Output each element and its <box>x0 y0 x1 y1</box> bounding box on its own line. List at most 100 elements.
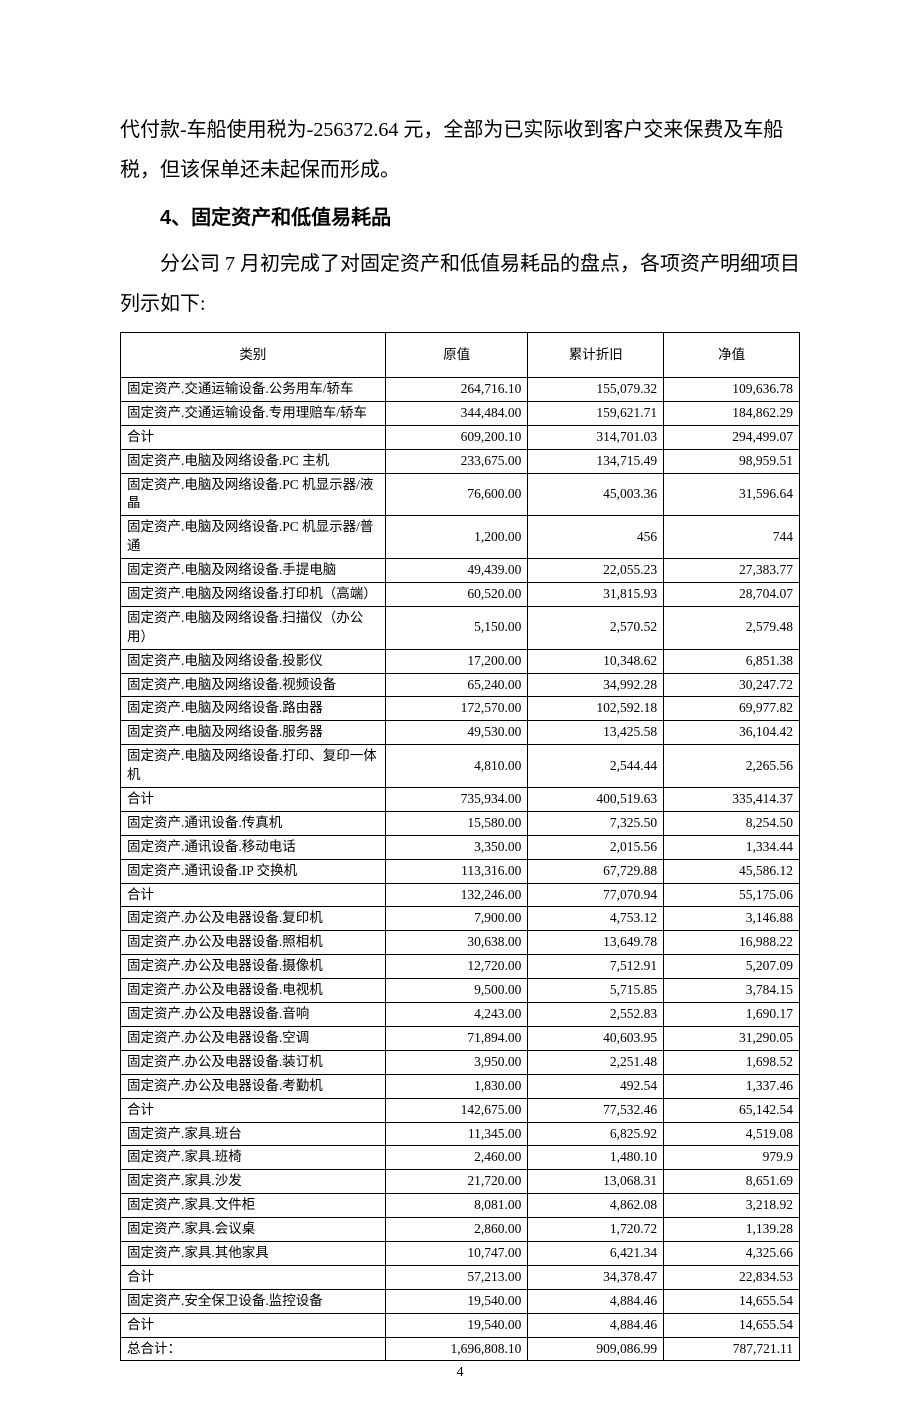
cell-value: 172,570.00 <box>385 697 528 721</box>
cell-value: 45,586.12 <box>664 859 800 883</box>
cell-value: 31,815.93 <box>528 583 664 607</box>
table-row: 固定资产.电脑及网络设备.PC 主机233,675.00134,715.4998… <box>121 449 800 473</box>
cell-category: 固定资产.电脑及网络设备.PC 机显示器/液晶 <box>121 473 386 516</box>
cell-value: 4,243.00 <box>385 1003 528 1027</box>
cell-value: 1,720.72 <box>528 1218 664 1242</box>
table-row: 固定资产.通讯设备.传真机15,580.007,325.508,254.50 <box>121 811 800 835</box>
table-row: 固定资产.交通运输设备.公务用车/轿车264,716.10155,079.321… <box>121 378 800 402</box>
cell-value: 1,200.00 <box>385 516 528 559</box>
cell-value: 2,251.48 <box>528 1050 664 1074</box>
asset-table: 类别 原值 累计折旧 净值 固定资产.交通运输设备.公务用车/轿车264,716… <box>120 332 800 1361</box>
table-row: 固定资产.电脑及网络设备.打印机（高端）60,520.0031,815.9328… <box>121 583 800 607</box>
cell-value: 8,254.50 <box>664 811 800 835</box>
cell-value: 19,540.00 <box>385 1313 528 1337</box>
cell-value: 49,439.00 <box>385 559 528 583</box>
cell-value: 264,716.10 <box>385 378 528 402</box>
cell-value: 314,701.03 <box>528 425 664 449</box>
cell-value: 3,218.92 <box>664 1194 800 1218</box>
cell-value: 3,350.00 <box>385 835 528 859</box>
cell-value: 4,519.08 <box>664 1122 800 1146</box>
cell-value: 456 <box>528 516 664 559</box>
cell-value: 159,621.71 <box>528 401 664 425</box>
cell-value: 7,325.50 <box>528 811 664 835</box>
cell-value: 8,081.00 <box>385 1194 528 1218</box>
cell-value: 979.9 <box>664 1146 800 1170</box>
cell-category: 固定资产.家具.班椅 <box>121 1146 386 1170</box>
cell-value: 15,580.00 <box>385 811 528 835</box>
table-header-row: 类别 原值 累计折旧 净值 <box>121 333 800 378</box>
cell-category: 固定资产.办公及电器设备.音响 <box>121 1003 386 1027</box>
cell-value: 19,540.00 <box>385 1289 528 1313</box>
table-row: 固定资产.通讯设备.IP 交换机113,316.0067,729.8845,58… <box>121 859 800 883</box>
cell-value: 4,325.66 <box>664 1241 800 1265</box>
table-row: 合计57,213.0034,378.4722,834.53 <box>121 1265 800 1289</box>
cell-value: 27,383.77 <box>664 559 800 583</box>
table-row: 固定资产.家具.其他家具10,747.006,421.344,325.66 <box>121 1241 800 1265</box>
paragraph-body: 分公司 7 月初完成了对固定资产和低值易耗品的盘点，各项资产明细项目列示如下: <box>120 244 800 324</box>
cell-category: 固定资产.办公及电器设备.摄像机 <box>121 955 386 979</box>
cell-value: 1,334.44 <box>664 835 800 859</box>
cell-category: 合计 <box>121 1313 386 1337</box>
cell-value: 31,290.05 <box>664 1026 800 1050</box>
cell-value: 735,934.00 <box>385 788 528 812</box>
cell-category: 固定资产.家具.文件柜 <box>121 1194 386 1218</box>
cell-value: 77,070.94 <box>528 883 664 907</box>
page-number: 4 <box>0 1365 920 1381</box>
cell-value: 7,900.00 <box>385 907 528 931</box>
cell-value: 5,207.09 <box>664 955 800 979</box>
cell-category: 固定资产.电脑及网络设备.PC 机显示器/普通 <box>121 516 386 559</box>
cell-category: 固定资产.交通运输设备.公务用车/轿车 <box>121 378 386 402</box>
cell-value: 60,520.00 <box>385 583 528 607</box>
cell-value: 4,862.08 <box>528 1194 664 1218</box>
page-container: 代付款-车船使用税为-256372.64 元，全部为已实际收到客户交来保费及车船… <box>0 0 920 1421</box>
cell-category: 固定资产.家具.其他家具 <box>121 1241 386 1265</box>
cell-category: 固定资产.通讯设备.传真机 <box>121 811 386 835</box>
cell-value: 2,460.00 <box>385 1146 528 1170</box>
cell-value: 1,480.10 <box>528 1146 664 1170</box>
cell-value: 10,348.62 <box>528 649 664 673</box>
cell-value: 1,139.28 <box>664 1218 800 1242</box>
cell-category: 固定资产.办公及电器设备.空调 <box>121 1026 386 1050</box>
table-head: 类别 原值 累计折旧 净值 <box>121 333 800 378</box>
table-row: 固定资产.电脑及网络设备.投影仪17,200.0010,348.626,851.… <box>121 649 800 673</box>
table-row: 固定资产.办公及电器设备.音响4,243.002,552.831,690.17 <box>121 1003 800 1027</box>
table-row: 固定资产.办公及电器设备.复印机7,900.004,753.123,146.88 <box>121 907 800 931</box>
cell-value: 9,500.00 <box>385 979 528 1003</box>
table-row: 合计735,934.00400,519.63335,414.37 <box>121 788 800 812</box>
table-row: 固定资产.办公及电器设备.装订机3,950.002,251.481,698.52 <box>121 1050 800 1074</box>
cell-value: 1,830.00 <box>385 1074 528 1098</box>
cell-value: 3,784.15 <box>664 979 800 1003</box>
cell-category: 固定资产.电脑及网络设备.服务器 <box>121 721 386 745</box>
cell-value: 13,425.58 <box>528 721 664 745</box>
table-row: 固定资产.电脑及网络设备.视频设备65,240.0034,992.2830,24… <box>121 673 800 697</box>
cell-value: 184,862.29 <box>664 401 800 425</box>
cell-category: 固定资产.交通运输设备.专用理赔车/轿车 <box>121 401 386 425</box>
cell-value: 5,150.00 <box>385 606 528 649</box>
table-row: 固定资产.电脑及网络设备.PC 机显示器/液晶76,600.0045,003.3… <box>121 473 800 516</box>
cell-value: 1,696,808.10 <box>385 1337 528 1361</box>
table-body: 固定资产.交通运输设备.公务用车/轿车264,716.10155,079.321… <box>121 378 800 1361</box>
cell-value: 134,715.49 <box>528 449 664 473</box>
cell-category: 固定资产.电脑及网络设备.路由器 <box>121 697 386 721</box>
cell-category: 合计 <box>121 1265 386 1289</box>
cell-value: 4,810.00 <box>385 745 528 788</box>
cell-category: 固定资产.电脑及网络设备.打印、复印一体机 <box>121 745 386 788</box>
cell-value: 67,729.88 <box>528 859 664 883</box>
cell-value: 113,316.00 <box>385 859 528 883</box>
cell-value: 6,421.34 <box>528 1241 664 1265</box>
cell-value: 40,603.95 <box>528 1026 664 1050</box>
table-row: 固定资产.办公及电器设备.空调71,894.0040,603.9531,290.… <box>121 1026 800 1050</box>
table-row: 固定资产.电脑及网络设备.PC 机显示器/普通1,200.00456744 <box>121 516 800 559</box>
table-row: 固定资产.电脑及网络设备.路由器172,570.00102,592.1869,9… <box>121 697 800 721</box>
cell-value: 109,636.78 <box>664 378 800 402</box>
table-row: 合计19,540.004,884.4614,655.54 <box>121 1313 800 1337</box>
cell-value: 14,655.54 <box>664 1289 800 1313</box>
cell-value: 65,142.54 <box>664 1098 800 1122</box>
cell-value: 28,704.07 <box>664 583 800 607</box>
cell-value: 3,146.88 <box>664 907 800 931</box>
cell-value: 12,720.00 <box>385 955 528 979</box>
cell-category: 固定资产.办公及电器设备.照相机 <box>121 931 386 955</box>
cell-value: 10,747.00 <box>385 1241 528 1265</box>
cell-value: 2,552.83 <box>528 1003 664 1027</box>
cell-value: 22,055.23 <box>528 559 664 583</box>
